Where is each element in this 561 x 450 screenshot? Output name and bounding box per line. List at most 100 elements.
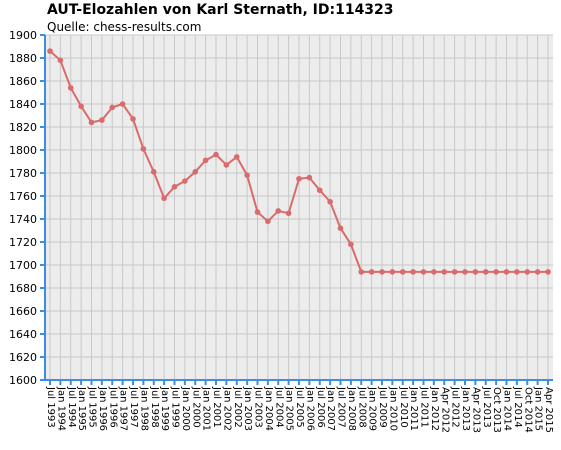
x-tick-label: Jul 1996 xyxy=(107,386,118,428)
x-tick-label: Jan 2012 xyxy=(429,386,440,431)
data-point xyxy=(99,117,105,123)
x-tick-label: Jan 2000 xyxy=(180,386,191,431)
x-tick-label: Jan 1995 xyxy=(76,386,87,431)
x-tick-label: Jan 2005 xyxy=(284,386,295,431)
data-point xyxy=(213,151,219,158)
x-tick-label: Jan 2015 xyxy=(533,386,544,431)
x-tick-label: Oct 2013 xyxy=(491,387,502,433)
x-tick-label: Oct 2014 xyxy=(522,387,533,433)
x-tick-label: Jan 1998 xyxy=(138,386,149,431)
x-tick-labels: Jul 1993 Jan 1994 Jul 1994 Jan 1995 Jul 1995… xyxy=(45,386,554,433)
y-tick-label: 1780 xyxy=(9,167,37,180)
y-tick-label: 1700 xyxy=(9,259,37,272)
x-tick-label: Jul 2002 xyxy=(232,386,243,428)
x-tick-label: Jul 1995 xyxy=(87,386,98,428)
data-point xyxy=(410,269,416,275)
data-point xyxy=(441,269,448,275)
x-tick-label: Jan 2003 xyxy=(242,386,253,431)
x-tick-label: Jan 1994 xyxy=(55,386,66,431)
y-tick-label: 1720 xyxy=(9,236,37,249)
series-layer xyxy=(47,48,551,275)
x-tick-label: Apr 2013 xyxy=(470,387,481,433)
y-tick-label: 1640 xyxy=(9,328,37,341)
x-tick-label: Jan 1997 xyxy=(118,386,129,431)
data-point xyxy=(545,269,551,275)
x-tick-label: Jan 2014 xyxy=(502,386,513,431)
grid xyxy=(45,34,553,381)
x-tick-label: Jan 1999 xyxy=(159,386,170,431)
data-point xyxy=(399,269,406,275)
data-point xyxy=(150,169,157,175)
data-point xyxy=(109,104,116,111)
x-tick-label: Jul 1998 xyxy=(149,386,160,428)
data-point xyxy=(368,269,375,275)
y-tick-label: 1840 xyxy=(9,98,37,111)
x-tick-label: Jul 1994 xyxy=(66,386,77,428)
x-tick-label: Jan 2008 xyxy=(346,386,357,431)
x-tick-label: Jul 2005 xyxy=(294,386,305,428)
x-tick-label: Jul 2003 xyxy=(253,386,264,428)
x-tick-label: Jul 2010 xyxy=(398,386,409,428)
data-point xyxy=(265,218,271,225)
x-tick-label: Jul 2001 xyxy=(211,386,222,428)
data-point xyxy=(462,269,468,275)
y-tick-label: 1760 xyxy=(9,190,37,203)
data-point xyxy=(233,154,240,160)
y-tick-label: 1860 xyxy=(9,75,37,88)
data-point xyxy=(389,269,396,275)
x-tick-label: Jul 2004 xyxy=(273,386,284,428)
x-tick-label: Jan 2011 xyxy=(408,386,419,431)
x-tick-label: Jan 2013 xyxy=(460,386,471,431)
data-point xyxy=(244,172,250,179)
x-tick-label: Jan 2006 xyxy=(304,386,315,431)
y-tick-labels: 1600 1620 1640 1660 1680 1700 1720 1740 1760 1780… xyxy=(9,29,37,387)
x-tick-label: Apr 2015 xyxy=(543,387,554,433)
data-point xyxy=(503,269,510,275)
y-tick-label: 1800 xyxy=(9,144,37,157)
data-point xyxy=(420,269,427,275)
data-point xyxy=(451,269,458,275)
data-point xyxy=(493,269,499,275)
x-tick-label: Jul 1997 xyxy=(128,386,139,428)
y-tick-label: 1680 xyxy=(9,282,37,295)
data-point xyxy=(358,269,365,275)
x-tick-label: Apr 2012 xyxy=(439,387,450,433)
axes xyxy=(40,34,553,385)
x-tick-label: Jan 1996 xyxy=(97,386,108,431)
data-point xyxy=(472,269,479,275)
data-point xyxy=(285,210,292,217)
data-point xyxy=(78,103,84,110)
data-point xyxy=(327,198,333,205)
y-tick-label: 1740 xyxy=(9,213,37,226)
x-tick-label: Jan 2007 xyxy=(325,386,336,431)
data-point xyxy=(534,269,541,275)
data-point xyxy=(161,195,167,202)
data-point xyxy=(182,178,188,184)
x-tick-label: Jul 1993 xyxy=(45,386,56,428)
data-point xyxy=(140,146,147,152)
x-tick-label: Jan 2004 xyxy=(263,386,274,431)
data-point xyxy=(47,48,53,54)
data-point xyxy=(348,241,354,248)
x-tick-label: Jan 2001 xyxy=(201,386,212,431)
x-tick-label: Jul 2009 xyxy=(377,386,388,428)
y-tick-label: 1820 xyxy=(9,121,37,134)
chart-title: AUT-Elozahlen von Karl Sternath, ID:1143… xyxy=(47,2,394,18)
x-tick-label: Jul 2013 xyxy=(481,386,492,428)
data-point xyxy=(88,119,95,126)
data-point xyxy=(514,269,520,275)
data-point xyxy=(431,269,437,275)
y-tick-label: 1660 xyxy=(9,305,37,318)
x-tick-label: Jan 2010 xyxy=(387,386,398,431)
x-tick-label: Jul 2008 xyxy=(356,386,367,428)
chart-subtitle: Quelle: chess-results.com xyxy=(47,20,202,34)
data-point xyxy=(524,269,531,275)
data-point xyxy=(130,116,136,122)
y-tick-label: 1880 xyxy=(9,52,37,65)
data-point xyxy=(275,208,282,214)
data-point xyxy=(171,184,178,190)
data-point xyxy=(254,209,261,215)
x-tick-label: Jul 2006 xyxy=(315,386,326,428)
